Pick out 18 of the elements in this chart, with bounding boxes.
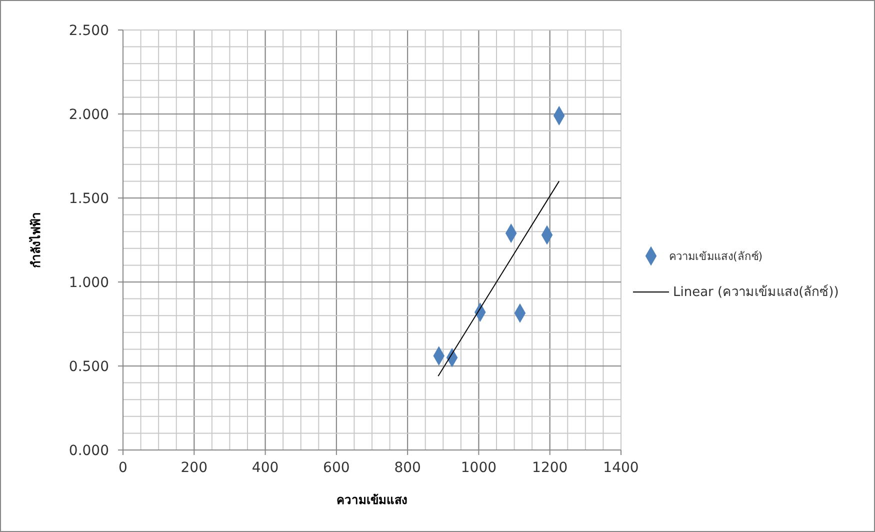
x-axis-title: ความเข้มแสง [336, 493, 408, 507]
legend-label: Linear (ความเข้มแสง(ลักซ์)) [673, 284, 839, 300]
y-tick-label: 1.000 [68, 275, 109, 291]
y-tick-label: 0.000 [68, 443, 109, 459]
x-tick-label: 200 [180, 460, 208, 476]
y-tick-label: 2.500 [68, 23, 109, 39]
y-tick-label: 0.500 [68, 359, 109, 375]
x-tick-label: 600 [323, 460, 350, 476]
x-tick-label: 1400 [603, 460, 639, 476]
x-tick-label: 1200 [532, 460, 568, 476]
x-tick-label: 800 [394, 460, 421, 476]
x-tick-label: 400 [252, 460, 279, 476]
x-tick-label: 0 [118, 460, 128, 476]
y-tick-label: 1.500 [68, 191, 109, 207]
y-tick-label: 2.000 [68, 107, 109, 123]
x-tick-label: 1000 [460, 460, 497, 476]
y-axis-title: กำลังไฟฟ้า [28, 212, 43, 268]
legend-label: ความเข้มแสง(ลักซ์) [669, 250, 763, 263]
